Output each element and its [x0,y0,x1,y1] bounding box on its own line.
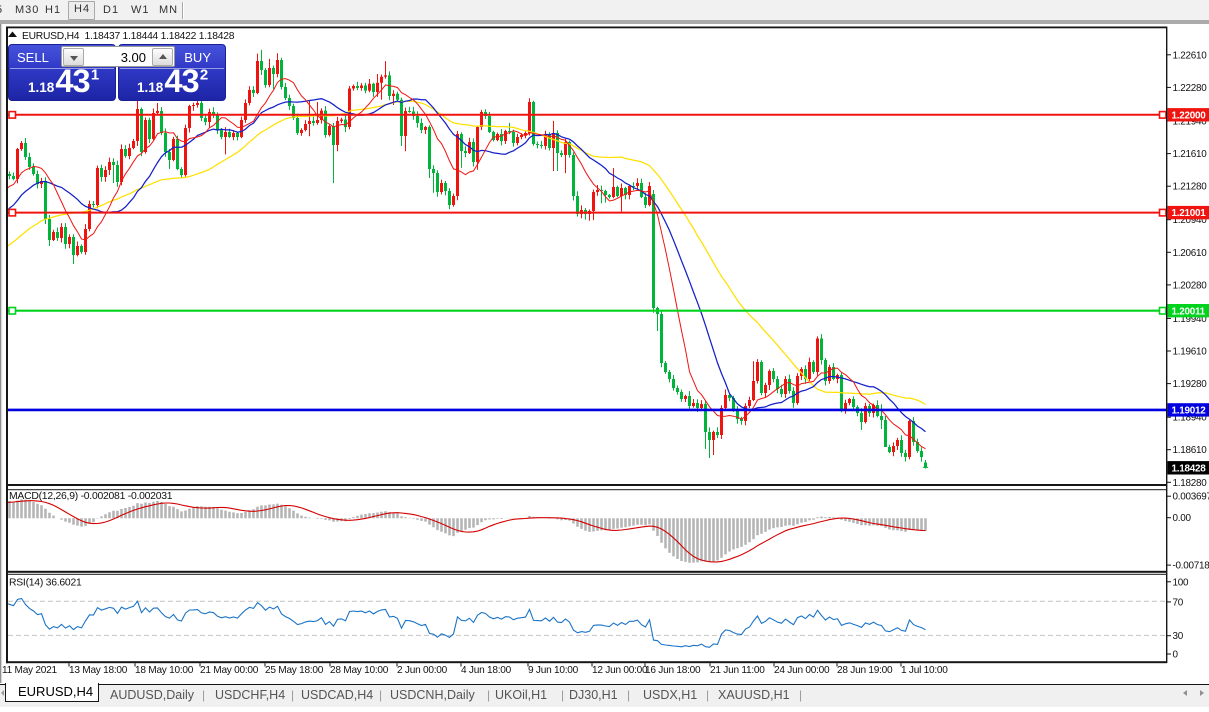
svg-text:4 Jun 18:00: 4 Jun 18:00 [461,665,512,676]
svg-text:1.20280: 1.20280 [1173,280,1208,291]
svg-text:1.18610: 1.18610 [1173,445,1208,456]
svg-text:12 Jun 00:00: 12 Jun 00:00 [592,665,648,676]
svg-text:16 Jun 18:00: 16 Jun 18:00 [645,665,701,676]
svg-text:1.18280: 1.18280 [1173,478,1208,489]
svg-text:0: 0 [1173,650,1179,661]
svg-text:9 Jun 10:00: 9 Jun 10:00 [528,665,579,676]
svg-text:1.20610: 1.20610 [1173,248,1208,259]
svg-text:28 May 10:00: 28 May 10:00 [330,665,389,676]
svg-text:70: 70 [1173,597,1184,608]
svg-text:1.19012: 1.19012 [1172,406,1207,417]
svg-text:1.22000: 1.22000 [1172,110,1207,121]
svg-text:1.19610: 1.19610 [1173,347,1208,358]
svg-text:MACD(12,26,9) -0.002081 -0.002: MACD(12,26,9) -0.002081 -0.002031 [9,491,173,502]
svg-text:18 May 10:00: 18 May 10:00 [135,665,194,676]
svg-text:21 Jun 11:00: 21 Jun 11:00 [710,665,765,676]
svg-text:30: 30 [1173,631,1184,642]
svg-text:1 Jul 10:00: 1 Jul 10:00 [901,665,948,676]
svg-text:-0.007187: -0.007187 [1173,561,1209,572]
svg-text:100: 100 [1173,577,1189,588]
svg-text:1.18428: 1.18428 [1172,463,1207,474]
svg-text:1.22610: 1.22610 [1173,50,1208,61]
svg-text:EURUSD,H4 1.18437 1.18444 1.1: EURUSD,H4 1.18437 1.18444 1.18422 1.1842… [22,31,235,42]
svg-text:0.00: 0.00 [1173,513,1192,524]
svg-text:25 May 18:00: 25 May 18:00 [265,665,324,676]
svg-text:13 May 18:00: 13 May 18:00 [69,665,128,676]
svg-text:1.21280: 1.21280 [1173,182,1208,193]
svg-text:28 Jun 19:00: 28 Jun 19:00 [837,665,893,676]
svg-text:2 Jun 00:00: 2 Jun 00:00 [397,665,448,676]
svg-text:RSI(14) 36.6021: RSI(14) 36.6021 [9,578,82,589]
svg-text:1.22280: 1.22280 [1173,83,1208,94]
svg-text:1.21610: 1.21610 [1173,149,1208,160]
svg-text:0.003697: 0.003697 [1173,492,1209,503]
svg-text:1.19280: 1.19280 [1173,379,1208,390]
svg-text:1.21001: 1.21001 [1172,208,1207,219]
svg-text:11 May 2021: 11 May 2021 [2,665,57,676]
svg-text:24 Jun 00:00: 24 Jun 00:00 [774,665,830,676]
svg-text:21 May 00:00: 21 May 00:00 [200,665,259,676]
svg-text:1.20011: 1.20011 [1172,306,1206,317]
